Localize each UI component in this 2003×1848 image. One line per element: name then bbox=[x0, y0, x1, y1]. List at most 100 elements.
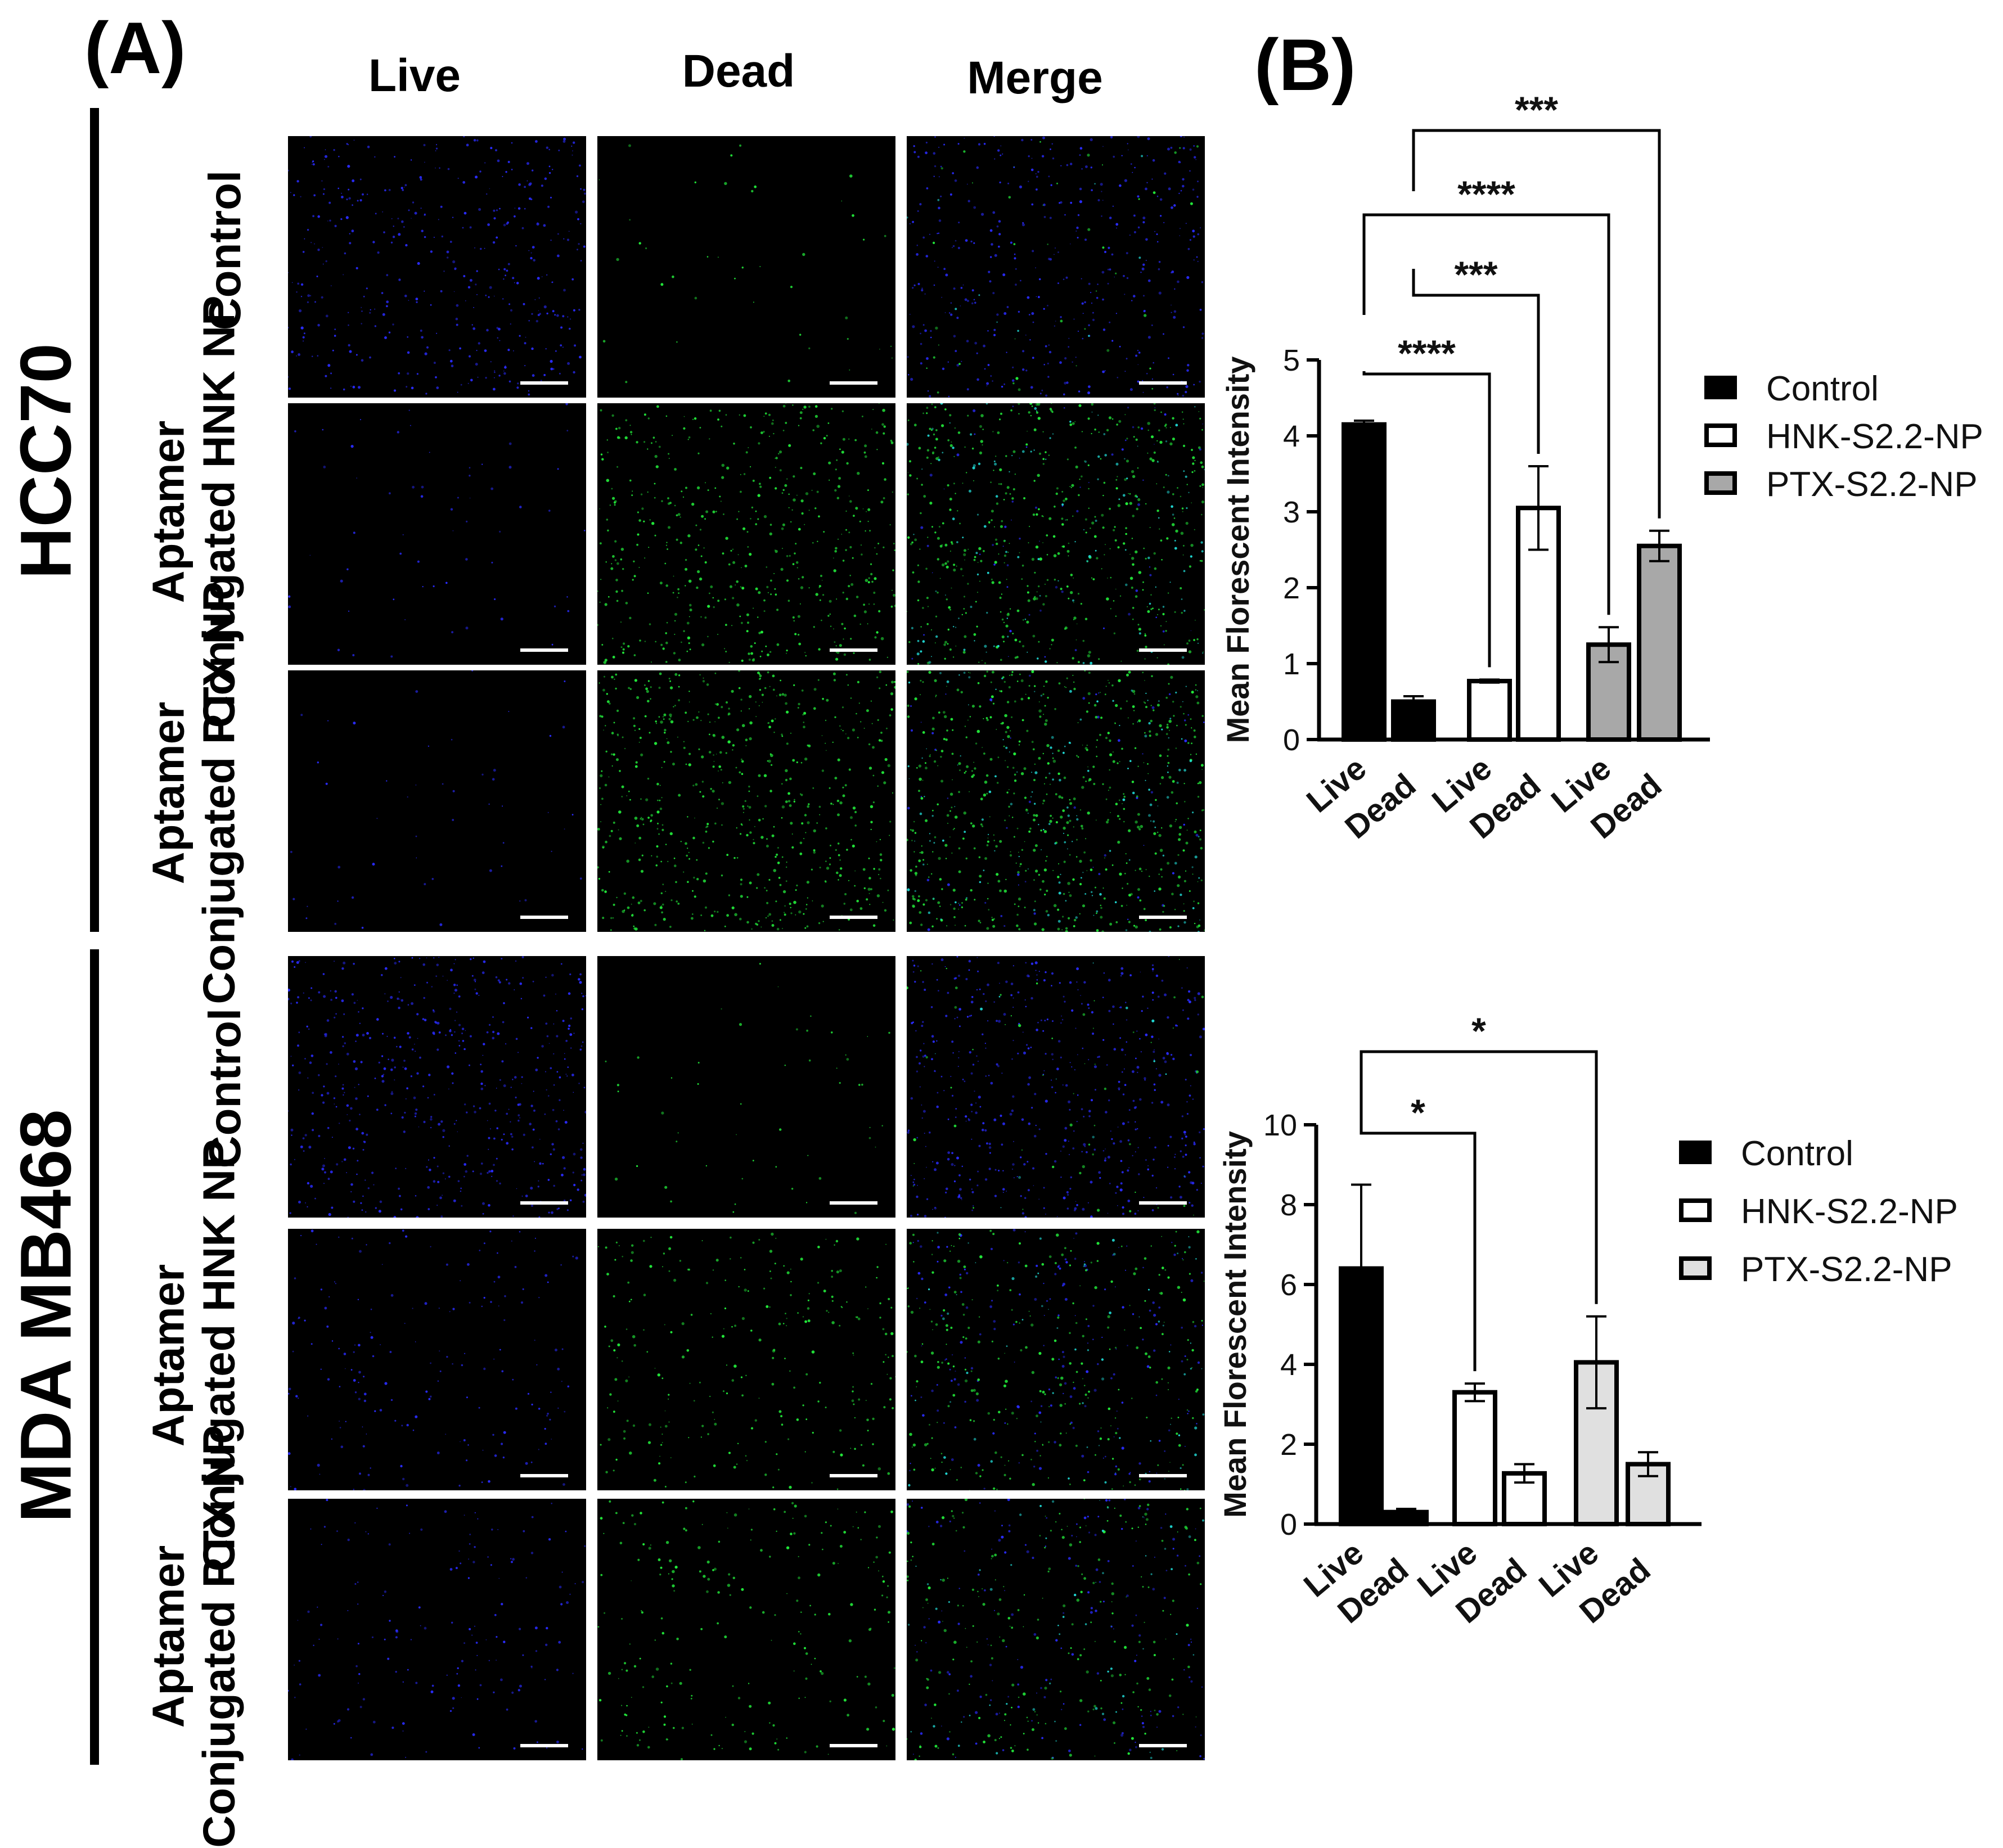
cell-dot bbox=[582, 1042, 583, 1043]
cell-dot bbox=[1194, 736, 1196, 738]
cell-dot bbox=[967, 1016, 969, 1017]
cell-dot bbox=[1143, 1197, 1144, 1198]
cell-dot bbox=[929, 755, 931, 757]
cell-dot bbox=[1191, 471, 1193, 473]
cell-dot bbox=[1048, 454, 1050, 456]
cell-dot bbox=[1004, 819, 1006, 821]
cell-dot bbox=[962, 483, 964, 484]
cell-dot bbox=[818, 515, 820, 517]
cell-dot bbox=[967, 184, 968, 185]
cell-dot bbox=[921, 1025, 923, 1027]
cell-dot bbox=[931, 526, 933, 528]
cell-dot bbox=[1154, 1147, 1156, 1149]
cell-dot bbox=[1108, 1099, 1110, 1101]
cell-dot bbox=[1123, 808, 1126, 810]
cell-dot bbox=[535, 1238, 536, 1239]
cell-dot bbox=[611, 488, 613, 490]
cell-dot bbox=[1132, 475, 1135, 478]
cell-dot bbox=[1129, 859, 1131, 861]
cell-dot bbox=[1088, 508, 1090, 509]
cell-dot bbox=[929, 840, 931, 842]
cell-dot bbox=[337, 866, 340, 869]
cell-dot bbox=[775, 718, 776, 720]
cell-dot bbox=[931, 428, 934, 430]
cell-dot bbox=[1109, 1183, 1111, 1184]
cell-dot bbox=[1160, 1101, 1163, 1103]
cell-dot bbox=[461, 384, 462, 386]
cell-dot bbox=[757, 519, 759, 520]
cell-dot bbox=[634, 927, 638, 931]
cell-dot bbox=[1039, 889, 1042, 891]
cell-dot bbox=[688, 642, 690, 644]
cell-dot bbox=[867, 623, 868, 624]
cell-dot bbox=[1125, 1054, 1126, 1056]
cell-dot bbox=[982, 818, 984, 821]
cell-dot bbox=[534, 1161, 535, 1162]
cell-dot bbox=[527, 1017, 529, 1018]
cell-dot bbox=[1009, 196, 1011, 199]
cell-dot bbox=[669, 714, 672, 717]
cell-dot bbox=[1158, 517, 1160, 519]
cell-dot bbox=[326, 260, 327, 262]
cell-dot bbox=[739, 772, 741, 774]
cell-dot bbox=[584, 1087, 586, 1088]
cell-dot bbox=[817, 491, 819, 493]
cell-dot bbox=[345, 1421, 346, 1422]
cell-dot bbox=[383, 1074, 385, 1075]
cell-dot bbox=[422, 586, 424, 587]
cell-dot bbox=[1190, 239, 1191, 241]
cell-dot bbox=[1021, 772, 1024, 775]
cell-dot bbox=[456, 1012, 457, 1013]
cell-dot bbox=[714, 488, 716, 489]
cell-dot bbox=[954, 977, 956, 980]
cell-dot bbox=[510, 1133, 512, 1135]
cell-dot bbox=[879, 403, 880, 404]
cell-dot bbox=[791, 1188, 793, 1189]
cell-dot bbox=[837, 800, 839, 802]
cell-dot bbox=[1005, 981, 1008, 984]
cell-dot bbox=[675, 881, 677, 884]
cell-dot bbox=[655, 641, 656, 643]
cell-dot bbox=[1180, 162, 1181, 163]
cell-dot bbox=[762, 694, 764, 696]
cell-dot bbox=[369, 312, 371, 314]
cell-dot bbox=[705, 482, 706, 483]
cell-dot bbox=[467, 1155, 469, 1157]
cell-dot bbox=[964, 1080, 966, 1082]
cell-dot bbox=[1168, 762, 1170, 764]
cell-dot bbox=[308, 1146, 311, 1148]
cell-dot bbox=[738, 511, 739, 512]
cell-dot bbox=[975, 601, 977, 603]
cell-dot bbox=[749, 708, 750, 709]
cell-dot bbox=[944, 641, 947, 644]
cell-dot bbox=[746, 921, 749, 924]
cell-dot bbox=[863, 868, 866, 871]
cell-dot bbox=[950, 444, 953, 447]
cell-dot bbox=[613, 904, 615, 906]
cell-dot bbox=[524, 208, 526, 210]
cell-dot bbox=[1033, 1185, 1034, 1186]
cell-dot bbox=[997, 226, 999, 228]
cell-dot bbox=[523, 1288, 524, 1290]
cell-dot bbox=[927, 864, 928, 865]
cell-dot bbox=[499, 1079, 501, 1081]
cell-dot bbox=[778, 986, 779, 988]
cell-dot bbox=[950, 904, 951, 905]
cell-dot bbox=[307, 294, 310, 297]
cell-dot bbox=[625, 419, 627, 421]
cell-dot bbox=[749, 553, 751, 556]
cell-dot bbox=[1001, 678, 1003, 679]
cell-dot bbox=[750, 652, 753, 655]
cell-dot bbox=[933, 242, 935, 244]
cell-dot bbox=[1064, 407, 1065, 409]
cell-dot bbox=[938, 232, 940, 234]
cell-dot bbox=[1186, 507, 1187, 509]
cell-dot bbox=[443, 1173, 444, 1174]
cell-dot bbox=[767, 653, 769, 656]
cell-dot bbox=[1002, 635, 1005, 638]
cell-dot bbox=[1144, 680, 1145, 681]
cell-dot bbox=[694, 818, 695, 819]
cell-dot bbox=[426, 982, 428, 984]
cell-dot bbox=[1113, 156, 1115, 158]
cell-dot bbox=[1034, 572, 1036, 574]
